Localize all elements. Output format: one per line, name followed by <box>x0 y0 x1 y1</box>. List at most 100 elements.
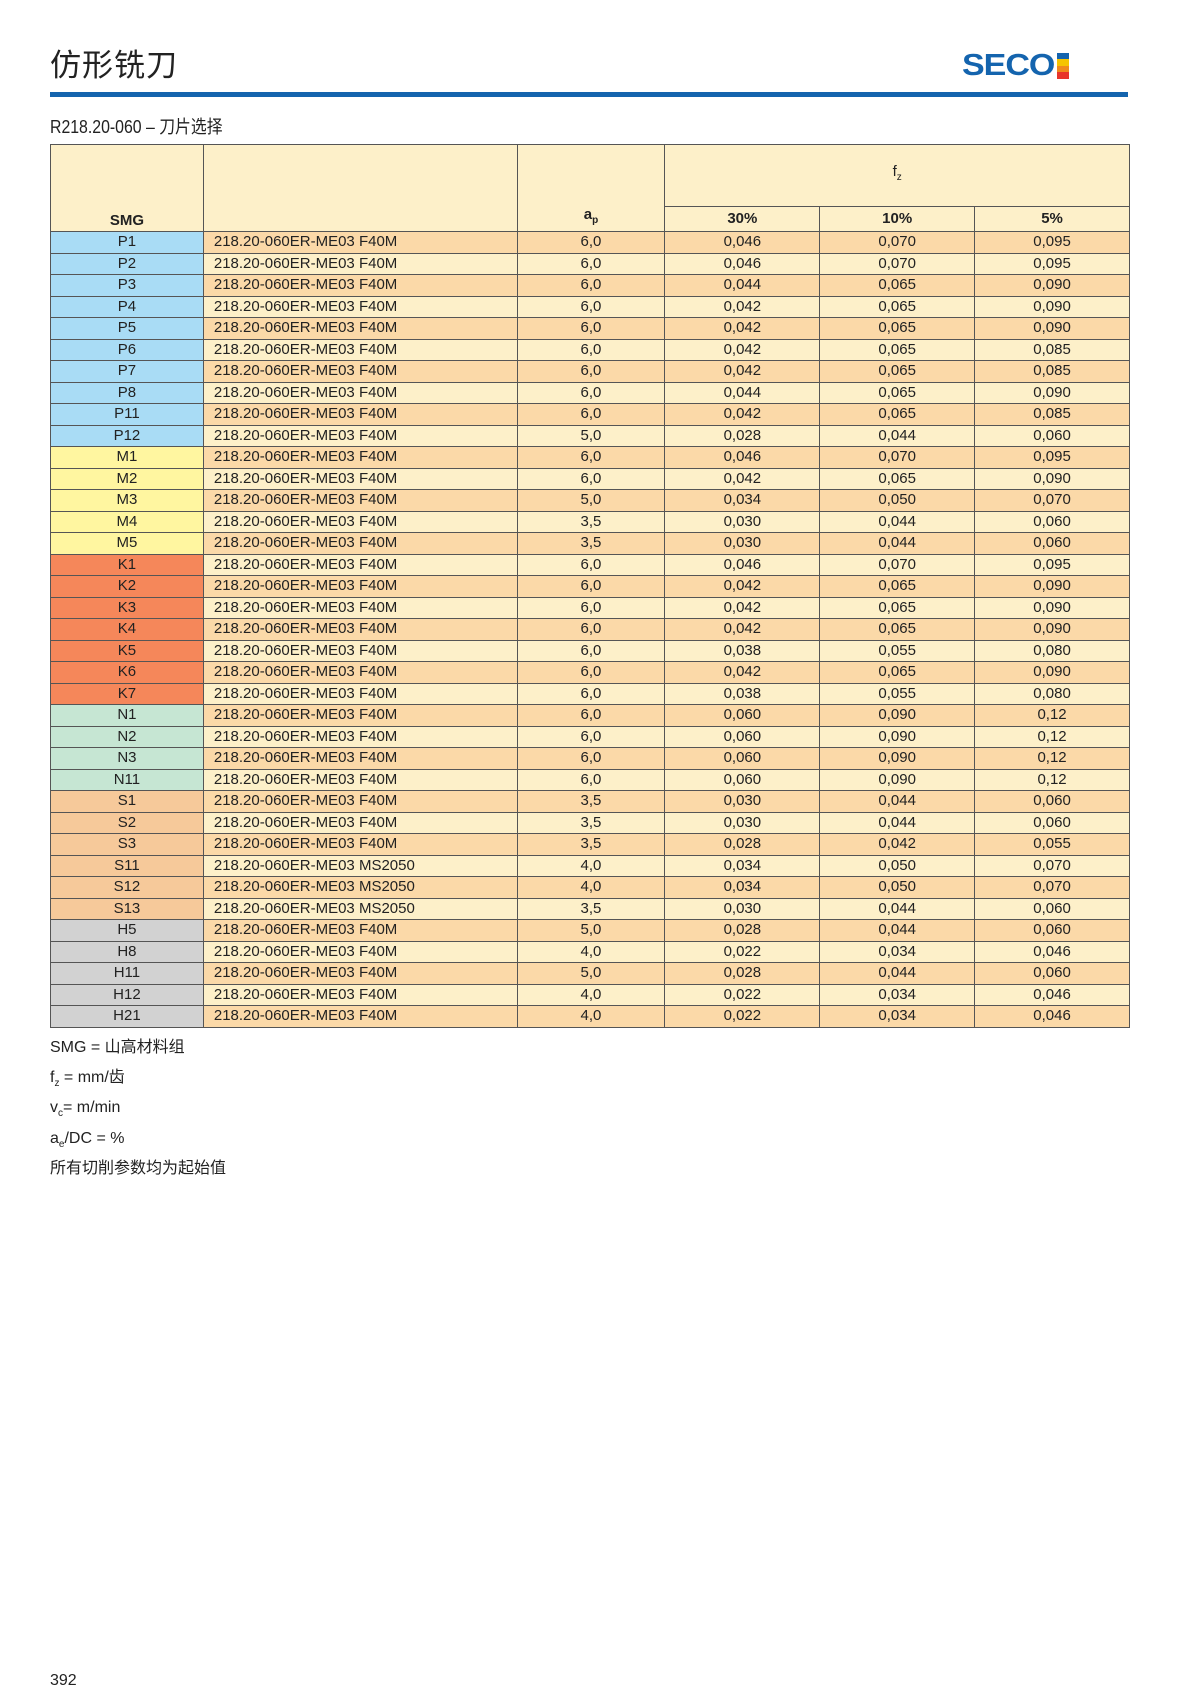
fz-30-cell: 0,046 <box>664 231 821 254</box>
smg-cell: P12 <box>50 424 204 447</box>
ap-cell: 6,0 <box>516 747 666 770</box>
fz-30-cell: 0,042 <box>664 596 821 619</box>
fz-5-cell: 0,095 <box>974 231 1130 254</box>
description-cell: 218.20-060ER-ME03 F40M <box>202 231 518 254</box>
ap-cell: 4,0 <box>516 854 666 877</box>
fz-10-cell: 0,044 <box>819 532 976 555</box>
table-row: K2 218.20-060ER-ME03 F40M 6,0 0,042 0,065 0,0… <box>50 575 1130 598</box>
smg-cell: N2 <box>50 725 204 748</box>
fz-5-cell: 0,090 <box>974 661 1130 684</box>
fz-10-cell: 0,090 <box>819 704 976 727</box>
description-cell: 218.20-060ER-ME03 F40M <box>202 618 518 641</box>
description-cell: 218.20-060ER-ME03 F40M <box>202 381 518 404</box>
page-title: 仿形铣刀 <box>50 48 178 84</box>
fz-30-cell: 0,028 <box>664 919 821 942</box>
table-row: K7 218.20-060ER-ME03 F40M 6,0 0,038 0,055 0,0… <box>50 682 1130 705</box>
fz-10-cell: 0,050 <box>819 876 976 899</box>
fz-5-cell: 0,095 <box>974 252 1130 275</box>
table-row: N3 218.20-060ER-ME03 F40M 6,0 0,060 0,090 0,1… <box>50 747 1130 770</box>
description-cell: 218.20-060ER-ME03 F40M <box>202 833 518 856</box>
smg-cell: M5 <box>50 532 204 555</box>
smg-cell: K2 <box>50 575 204 598</box>
note-sub: e <box>58 1138 65 1150</box>
smg-cell: P4 <box>50 295 204 318</box>
table-row: H8 218.20-060ER-ME03 F40M 4,0 0,022 0,034 0,0… <box>50 940 1130 963</box>
note-main: 所有切削参数均为起始值 <box>50 1159 227 1177</box>
smg-cell: M3 <box>50 489 204 512</box>
fz-10-cell: 0,065 <box>819 575 976 598</box>
header-fz: fz <box>664 144 1130 207</box>
description-cell: 218.20-060ER-ME03 F40M <box>202 639 518 662</box>
ap-cell: 3,5 <box>516 897 666 920</box>
fz-10-cell: 0,042 <box>819 833 976 856</box>
fz-30-cell: 0,042 <box>664 317 821 340</box>
description-cell: 218.20-060ER-ME03 F40M <box>202 295 518 318</box>
fz-30-cell: 0,022 <box>664 1005 821 1028</box>
fz-10-cell: 0,034 <box>819 983 976 1006</box>
fz-5-cell: 0,085 <box>974 360 1130 383</box>
table-row: P2 218.20-060ER-ME03 F40M 6,0 0,046 0,070 0,0… <box>50 252 1130 275</box>
ap-cell: 6,0 <box>516 338 666 361</box>
description-cell: 218.20-060ER-ME03 MS2050 <box>202 897 518 920</box>
smg-cell: P8 <box>50 381 204 404</box>
note-rest: /DC = % <box>64 1129 125 1147</box>
table-row: S2 218.20-060ER-ME03 F40M 3,5 0,030 0,044 0,0… <box>50 811 1130 834</box>
description-cell: 218.20-060ER-ME03 F40M <box>202 790 518 813</box>
fz-5-cell: 0,060 <box>974 811 1130 834</box>
page-number: 392 <box>50 1672 77 1689</box>
fz-30-cell: 0,042 <box>664 618 821 641</box>
smg-cell: P11 <box>50 403 204 426</box>
table-row: P11 218.20-060ER-ME03 F40M 6,0 0,042 0,065 0,… <box>50 403 1130 426</box>
ap-cell: 5,0 <box>516 962 666 985</box>
smg-cell: K3 <box>50 596 204 619</box>
smg-cell: H8 <box>50 940 204 963</box>
description-cell: 218.20-060ER-ME03 F40M <box>202 317 518 340</box>
fz-5-cell: 0,095 <box>974 553 1130 576</box>
fz-10-cell: 0,090 <box>819 725 976 748</box>
description-cell: 218.20-060ER-ME03 F40M <box>202 532 518 555</box>
fz-5-cell: 0,060 <box>974 919 1130 942</box>
ap-cell: 6,0 <box>516 661 666 684</box>
ap-cell: 3,5 <box>516 532 666 555</box>
note-sub: c <box>58 1108 63 1120</box>
fz-30-cell: 0,042 <box>664 338 821 361</box>
ap-cell: 6,0 <box>516 274 666 297</box>
ap-cell: 3,5 <box>516 510 666 533</box>
note-main: f <box>50 1069 55 1087</box>
description-cell: 218.20-060ER-ME03 F40M <box>202 725 518 748</box>
fz-30-cell: 0,044 <box>664 381 821 404</box>
smg-cell: M4 <box>50 510 204 533</box>
fz-5-cell: 0,060 <box>974 790 1130 813</box>
smg-cell: K4 <box>50 618 204 641</box>
description-cell: 218.20-060ER-ME03 F40M <box>202 510 518 533</box>
ap-cell: 6,0 <box>516 704 666 727</box>
fz-30-cell: 0,038 <box>664 682 821 705</box>
ap-cell: 6,0 <box>516 639 666 662</box>
note-line: 所有切削参数均为起始值 <box>50 1157 226 1187</box>
fz-10-cell: 0,065 <box>819 274 976 297</box>
description-cell: 218.20-060ER-ME03 F40M <box>202 983 518 1006</box>
fz-5-cell: 0,070 <box>974 854 1130 877</box>
fz-30-cell: 0,022 <box>664 983 821 1006</box>
fz-30-cell: 0,060 <box>664 704 821 727</box>
header-30: 30% <box>664 205 821 233</box>
fz-30-cell: 0,042 <box>664 661 821 684</box>
fz-30-cell: 0,028 <box>664 424 821 447</box>
ap-cell: 5,0 <box>516 919 666 942</box>
fz-10-cell: 0,050 <box>819 489 976 512</box>
fz-5-cell: 0,060 <box>974 532 1130 555</box>
fz-10-cell: 0,034 <box>819 940 976 963</box>
smg-cell: S3 <box>50 833 204 856</box>
fz-5-cell: 0,070 <box>974 876 1130 899</box>
fz-10-cell: 0,065 <box>819 618 976 641</box>
fz-5-cell: 0,060 <box>974 510 1130 533</box>
fz-30-cell: 0,034 <box>664 876 821 899</box>
header-smg: SMG <box>50 144 204 232</box>
header-ap: ap <box>516 144 666 232</box>
table-row: S3 218.20-060ER-ME03 F40M 3,5 0,028 0,042 0,0… <box>50 833 1130 856</box>
smg-cell: M1 <box>50 446 204 469</box>
description-cell: 218.20-060ER-ME03 F40M <box>202 940 518 963</box>
ap-cell: 6,0 <box>516 725 666 748</box>
smg-cell: M2 <box>50 467 204 490</box>
header-5: 5% <box>974 205 1130 233</box>
